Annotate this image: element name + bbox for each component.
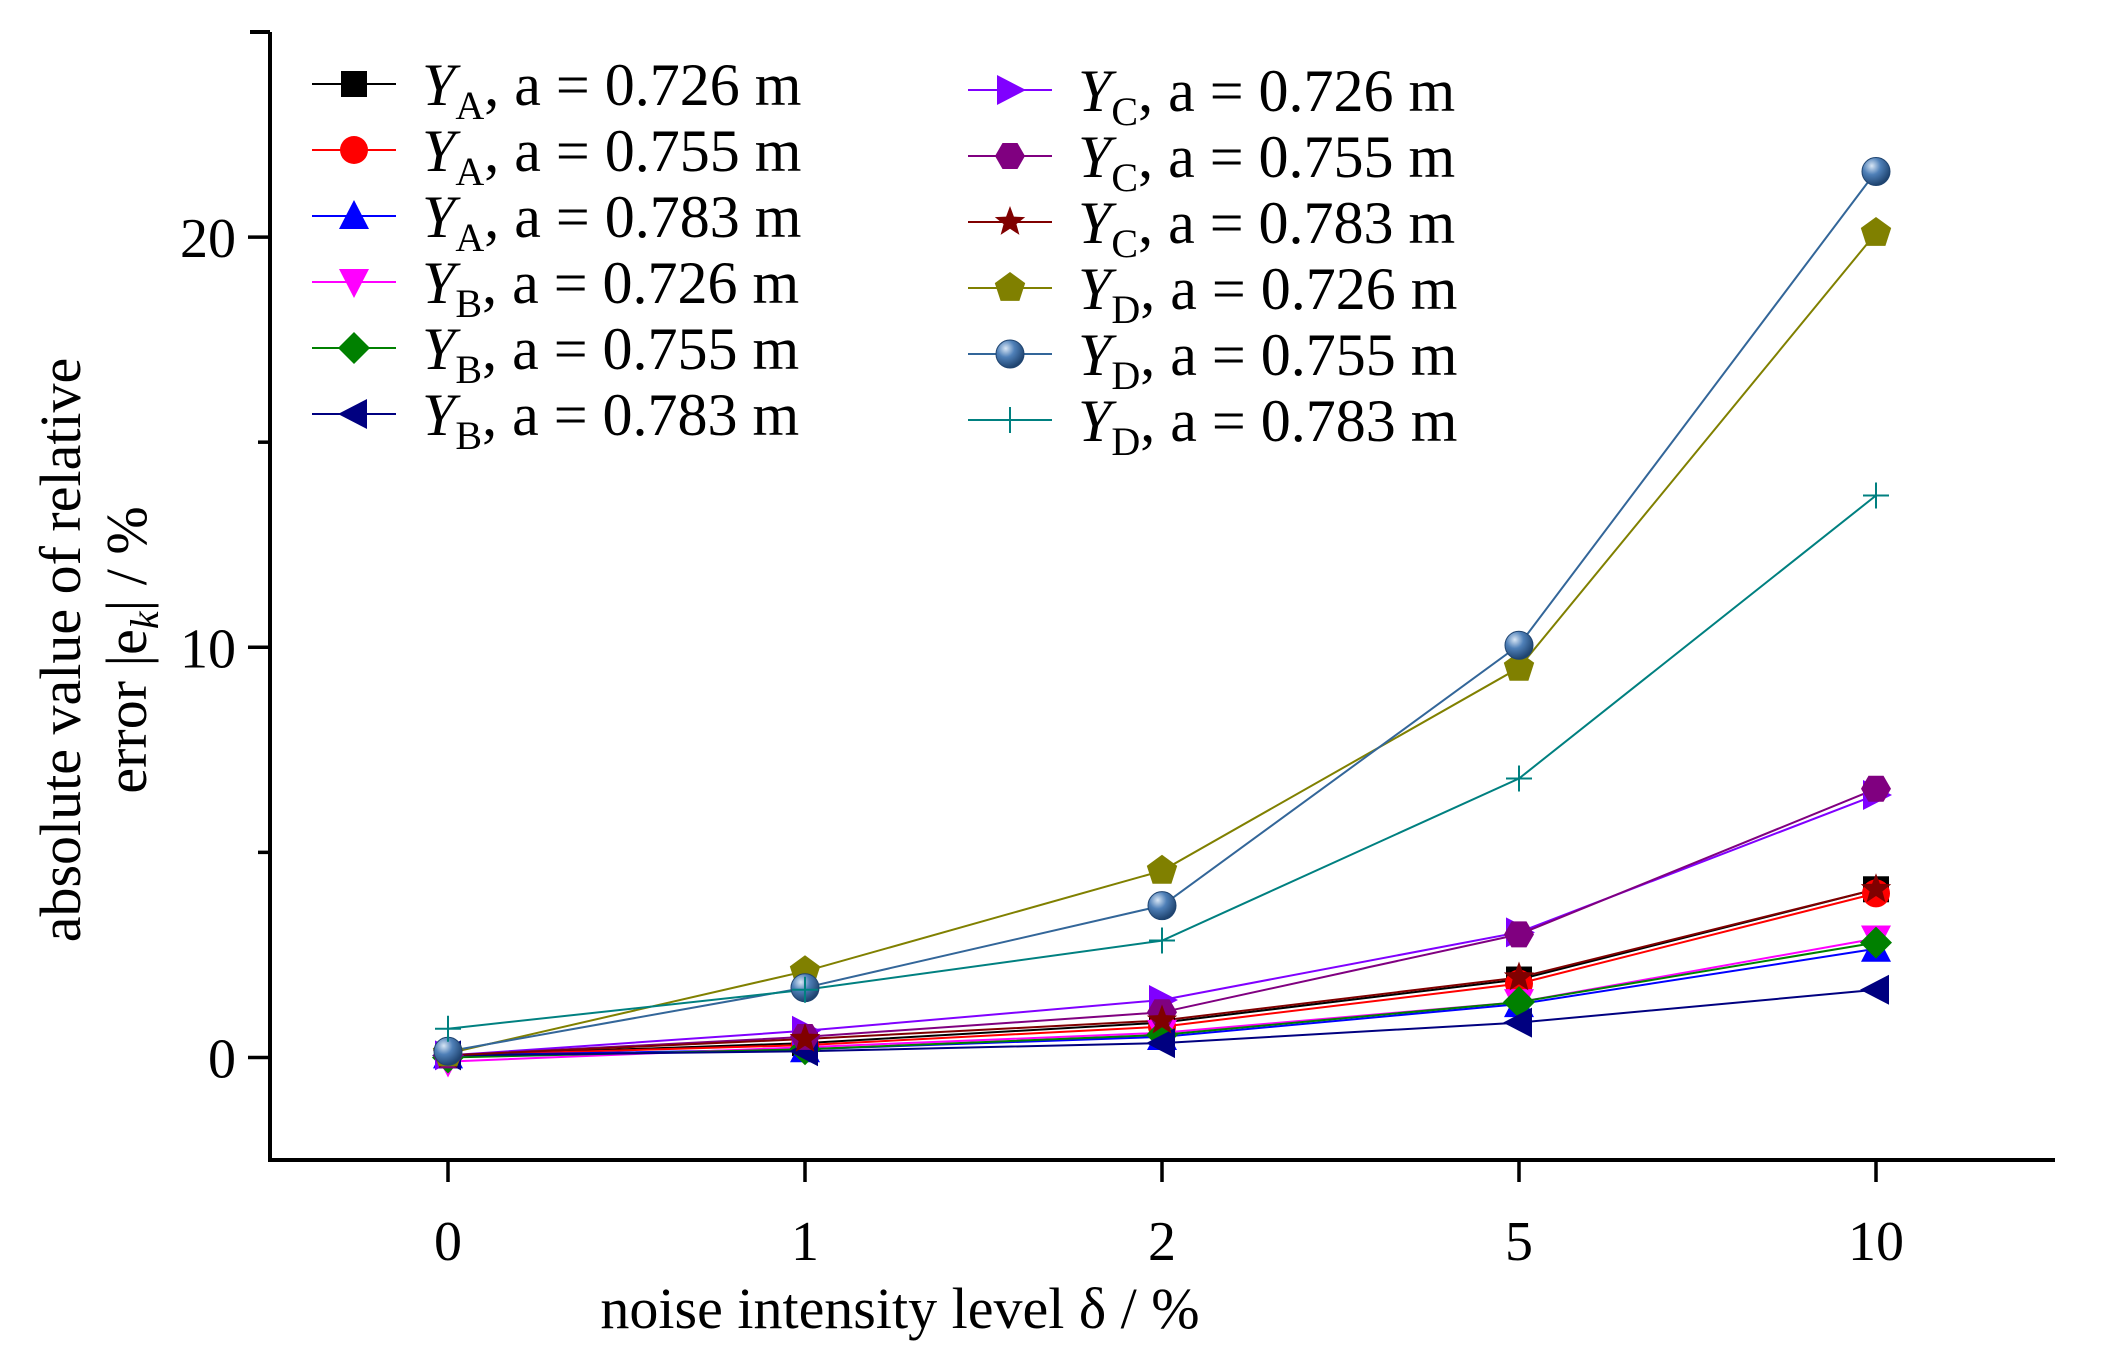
legend-label-5: YB, a = 0.755 m	[422, 316, 799, 392]
legend-label-7: YC, a = 0.726 m	[1078, 58, 1455, 134]
legend-label-6: YB, a = 0.783 m	[422, 382, 799, 458]
data-point-s6-p4	[1503, 1007, 1532, 1038]
x-tick-label: 5	[1505, 1211, 1533, 1273]
data-point-s10-p3	[1146, 854, 1178, 884]
data-point-s5-p4	[1503, 986, 1535, 1019]
legend-marker-5	[338, 332, 370, 364]
data-point-s11-p4	[1504, 630, 1534, 660]
legend: YA, a = 0.726 mYA, a = 0.755 mYA, a = 0.…	[312, 52, 1457, 464]
data-point-s11-p3	[1147, 891, 1177, 921]
x-tick-label: 0	[434, 1211, 462, 1273]
legend-label-8: YC, a = 0.755 m	[1078, 124, 1455, 200]
legend-marker-7	[997, 75, 1026, 105]
data-point-s6-p3	[1146, 1028, 1175, 1059]
legend-marker-1	[341, 71, 367, 97]
data-point-s12-p4	[1506, 765, 1532, 792]
data-point-s12-p1	[435, 1015, 461, 1042]
x-tick-label: 2	[1148, 1211, 1176, 1273]
data-point-s9-p3	[1146, 1004, 1178, 1034]
y-axis-label-line1: absolute value of relative	[28, 358, 93, 943]
legend-marker-4	[339, 269, 369, 298]
y-tick-label: 10	[180, 618, 236, 680]
legend-label-1: YA, a = 0.726 m	[422, 52, 801, 128]
legend-marker-9	[994, 206, 1026, 235]
axes: 0 10 20 0 1 2 5 10	[180, 30, 2055, 1273]
data-point-s12-p5	[1863, 482, 1889, 509]
legend-marker-8	[995, 143, 1025, 169]
legend-label-11: YD, a = 0.755 m	[1078, 322, 1457, 398]
legend-marker-10	[994, 272, 1026, 301]
series-markers	[432, 156, 1892, 1078]
legend-label-3: YA, a = 0.783 m	[422, 184, 801, 260]
legend-label-10: YD, a = 0.726 m	[1078, 256, 1457, 332]
x-tick-label: 1	[791, 1211, 819, 1273]
data-point-s10-p5	[1860, 217, 1892, 246]
data-point-s5-p5	[1860, 926, 1892, 959]
y-axis-label-line2: error |ek| / %	[94, 506, 167, 793]
data-point-s9-p4	[1503, 961, 1535, 991]
data-point-s9-p2	[789, 1023, 821, 1052]
x-axis-label: noise intensity level δ / %	[600, 1276, 1199, 1341]
data-point-s9-p5	[1860, 873, 1892, 903]
legend-marker-3	[339, 200, 369, 229]
data-point-s12-p3	[1149, 927, 1175, 954]
y-tick-label: 20	[180, 208, 236, 270]
legend-marker-12	[997, 407, 1023, 433]
y-tick-label: 0	[208, 1028, 236, 1090]
legend-label-12: YD, a = 0.783 m	[1078, 388, 1457, 464]
legend-label-9: YC, a = 0.783 m	[1078, 190, 1455, 266]
x-tick-label: 10	[1848, 1211, 1904, 1273]
legend-marker-2	[340, 136, 368, 164]
data-point-s12-p2	[792, 976, 818, 1003]
data-point-s11-p5	[1861, 156, 1891, 186]
legend-label-2: YA, a = 0.755 m	[422, 118, 801, 194]
data-point-s8-p5	[1861, 775, 1891, 802]
legend-marker-11	[995, 339, 1025, 369]
legend-marker-6	[338, 399, 367, 429]
data-point-s8-p4	[1504, 921, 1534, 948]
legend-label-4: YB, a = 0.726 m	[422, 250, 799, 326]
data-point-s10-p4	[1503, 651, 1535, 681]
data-point-s6-p5	[1860, 974, 1889, 1005]
y-axis-label: absolute value of relative error |ek| / …	[28, 358, 167, 943]
